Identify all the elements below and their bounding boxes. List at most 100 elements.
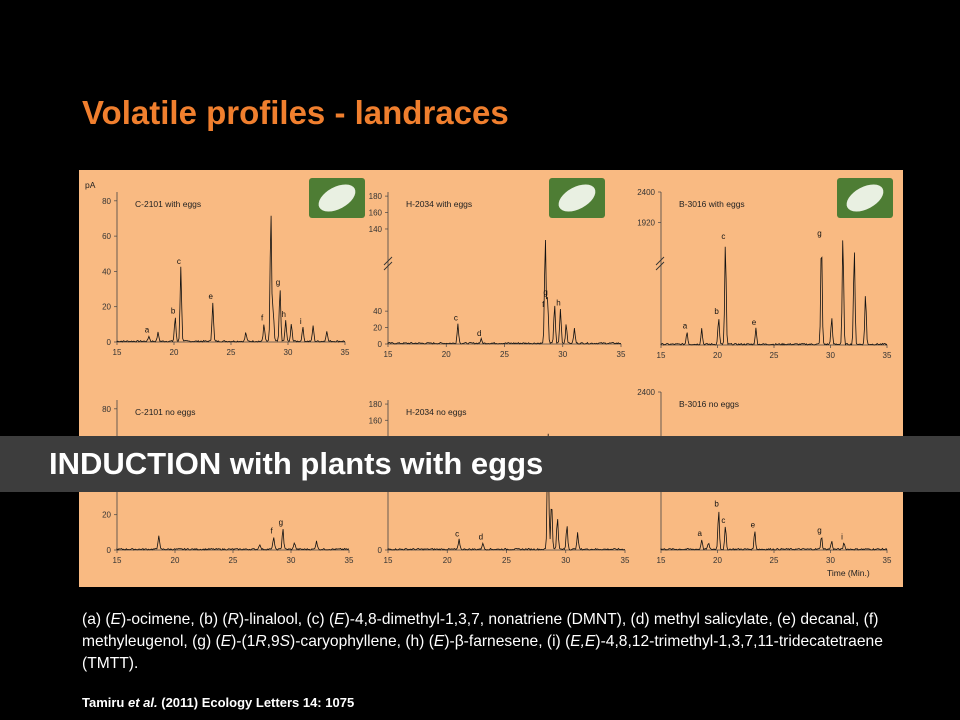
x-tick-label: 25 [229, 556, 238, 565]
peak-label: b [714, 307, 719, 316]
legend-fragment: E [334, 611, 345, 628]
x-tick-label: 30 [284, 348, 293, 357]
peak-label: h [556, 298, 560, 307]
chromatogram-trace [116, 529, 350, 551]
peak-label: f [261, 313, 264, 322]
peak-label: g [276, 278, 280, 287]
banner-text: INDUCTION with plants with eggs [49, 446, 544, 481]
y-tick-label: 2400 [637, 188, 655, 197]
legend-fragment: )-caryophyllene, (h) ( [290, 633, 434, 650]
peak-label: i [300, 317, 302, 326]
peak-label: b [714, 500, 719, 509]
x-tick-label: 20 [713, 556, 722, 565]
legend-fragment: E [110, 611, 121, 628]
y-tick-label: 160 [369, 209, 383, 218]
y-tick-label: 0 [378, 546, 383, 555]
legend-fragment: )-4,8,12-trimethyl-1,3,7,11-tridecatetra… [82, 633, 883, 672]
axis-break [383, 256, 393, 266]
peak-label: d [477, 329, 481, 338]
egg-mass-icon [318, 184, 356, 212]
induction-banner [0, 436, 960, 492]
peak-label: c [721, 232, 725, 241]
legend-fragment: )-linalool, (c) ( [238, 611, 335, 628]
x-tick-label: 15 [113, 348, 122, 357]
x-tick-label: 25 [770, 556, 779, 565]
y-tick-label: 40 [102, 267, 111, 276]
x-tick-label: 30 [561, 556, 570, 565]
y-tick-label: 2400 [637, 388, 655, 397]
y-tick-label: 60 [102, 232, 111, 241]
legend-fragment: E [220, 633, 232, 650]
chromatogram-trace [387, 239, 622, 345]
y-tick-label: 180 [369, 192, 383, 201]
y-tick-label: 140 [369, 225, 383, 234]
x-tick-label: 35 [341, 348, 350, 357]
slide-title: Volatile profiles - landraces [82, 94, 509, 131]
legend-fragment: )-4,8-dimethyl-1,3,7, nonatriene (DMNT),… [82, 611, 879, 650]
x-tick-label: 25 [502, 556, 511, 565]
peak-label: d [479, 533, 483, 542]
x-tick-label: 30 [826, 556, 835, 565]
y-tick-label: 0 [107, 338, 112, 347]
peak-label: e [751, 521, 756, 530]
axis-break [383, 261, 393, 271]
panel-title: B-3016 no eggs [679, 399, 739, 409]
panel-title: H-2034 with eggs [406, 199, 472, 209]
peak-label: g [817, 229, 821, 238]
legend-fragment: E [433, 633, 445, 650]
chromatogram-trace [116, 215, 346, 343]
x-tick-label: 35 [883, 351, 892, 360]
leaf-egg-thumbnail-icon [309, 178, 365, 218]
peak-label: i [841, 532, 843, 541]
panel-title: C-2101 with eggs [135, 199, 201, 209]
y-axis-label: pA [85, 180, 96, 190]
x-tick-label: 20 [443, 556, 452, 565]
legend-fragment: ,9 [266, 633, 280, 650]
y-tick-label: 20 [102, 303, 111, 312]
x-tick-label: 15 [657, 556, 666, 565]
x-tick-label: 30 [558, 350, 567, 359]
legend-fragment: (a) ( [82, 611, 111, 628]
panel-title: H-2034 no eggs [406, 407, 467, 417]
chromatogram-panel-1 [114, 192, 346, 345]
chromatogram-panel-2 [385, 192, 622, 347]
x-tick-label: 35 [345, 556, 354, 565]
panel-title: C-2101 no eggs [135, 407, 196, 417]
citation-etal: et al. [128, 695, 158, 710]
citation-author: Tamiru [82, 695, 128, 710]
y-tick-label: 20 [373, 324, 382, 333]
peak-label: e [752, 318, 757, 327]
y-tick-label: 0 [107, 546, 112, 555]
x-tick-label: 15 [384, 556, 393, 565]
chromatogram-figure: 15 20 25 30 35 0 20 40 60 80 pA C-2101 with eggs a b c… [79, 170, 903, 587]
y-tick-label: 1920 [637, 219, 655, 228]
chromatogram-trace [660, 240, 888, 346]
peak-label: c [455, 529, 459, 538]
x-tick-label: 30 [826, 351, 835, 360]
peak-label: c [454, 313, 458, 322]
x-tick-label: 20 [170, 348, 179, 357]
legend-fragment: )-(1 [231, 633, 256, 650]
chromatogram-trace [387, 433, 626, 551]
citation: Tamiru et al. (2011) Ecology Letters 14:… [82, 695, 354, 710]
y-tick-label: 80 [102, 405, 111, 414]
peak-label: f [270, 527, 273, 536]
x-tick-label: 15 [384, 350, 393, 359]
x-tick-label: 35 [617, 350, 626, 359]
x-tick-label: 20 [442, 350, 451, 359]
compound-legend: (a) (E)-ocimene, (b) (R)-linalool, (c) (… [82, 609, 902, 675]
peak-label: c [177, 257, 181, 266]
x-tick-label: 25 [770, 351, 779, 360]
legend-fragment: S [279, 633, 291, 650]
egg-mass-icon [558, 184, 596, 212]
chromatogram-panel-3 [658, 191, 888, 348]
y-tick-label: 80 [102, 197, 111, 206]
legend-fragment: )-β-farnesene, (i) ( [444, 633, 571, 650]
leaf-egg-thumbnail-icon [837, 178, 893, 218]
x-tick-label: 15 [113, 556, 122, 565]
y-tick-label: 160 [369, 416, 383, 425]
x-axis-label: Time (Min.) [827, 568, 870, 578]
peak-label: e [209, 292, 214, 301]
x-tick-label: 25 [227, 348, 236, 357]
